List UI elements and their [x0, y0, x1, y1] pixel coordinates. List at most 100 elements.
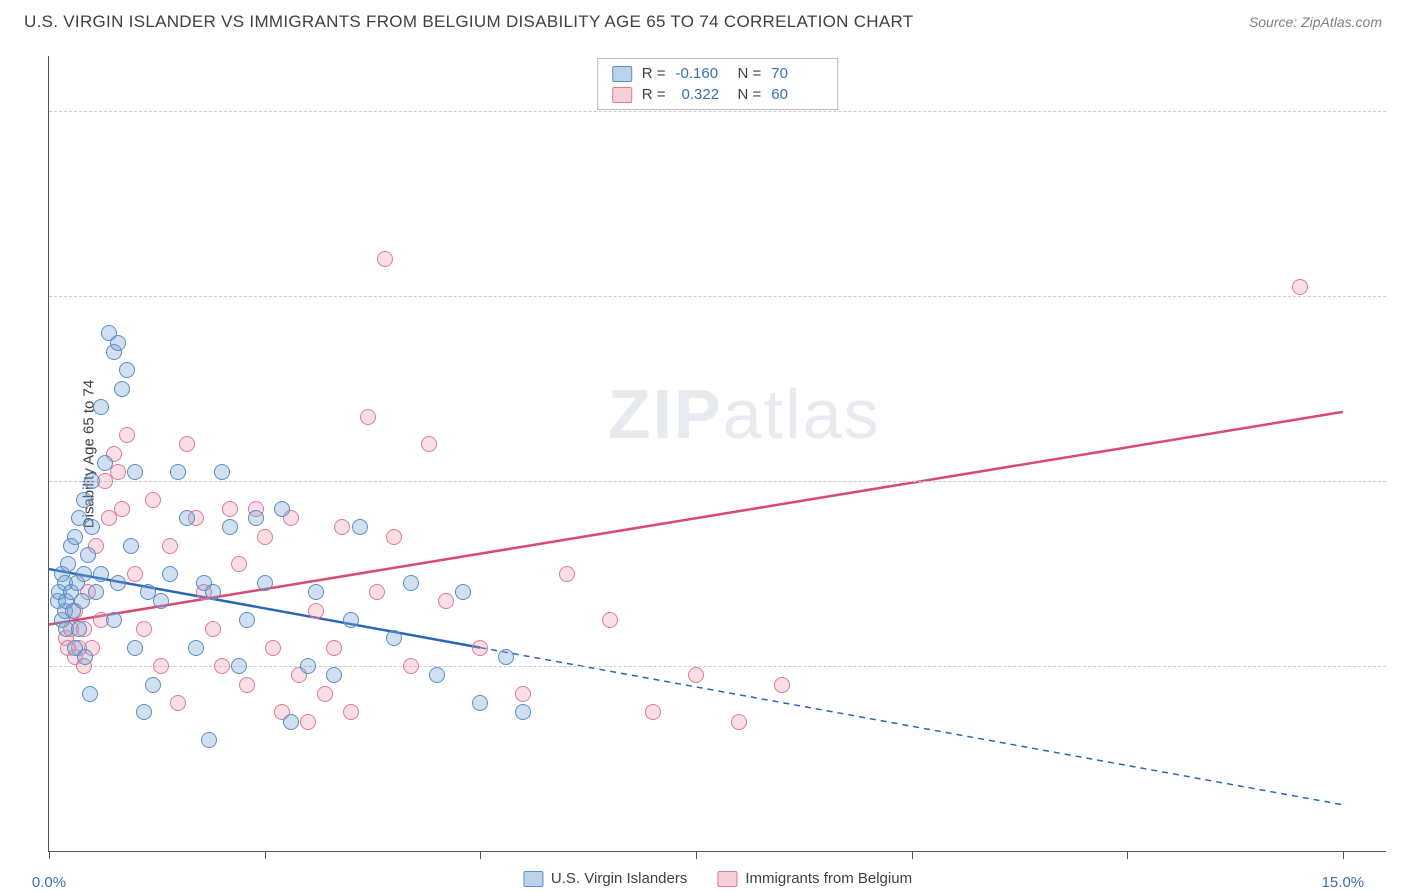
- swatch-pink: [612, 87, 632, 103]
- data-point-pink: [300, 714, 316, 730]
- ytick-label: 60.0%: [1394, 288, 1406, 305]
- data-point-blue: [76, 566, 92, 582]
- data-point-pink: [421, 436, 437, 452]
- data-point-blue: [455, 584, 471, 600]
- xtick-label: 0.0%: [32, 874, 66, 891]
- data-point-pink: [162, 538, 178, 554]
- gridline: [49, 666, 1386, 667]
- data-point-blue: [429, 667, 445, 683]
- data-point-pink: [343, 704, 359, 720]
- data-point-blue: [145, 677, 161, 693]
- data-point-pink: [119, 427, 135, 443]
- data-point-blue: [76, 492, 92, 508]
- legend-series: U.S. Virgin Islanders Immigrants from Be…: [523, 870, 912, 887]
- xtick: [265, 851, 266, 859]
- xtick-label: 15.0%: [1322, 874, 1365, 891]
- data-point-pink: [257, 529, 273, 545]
- data-point-pink: [1292, 279, 1308, 295]
- data-point-pink: [386, 529, 402, 545]
- ytick-label: 20.0%: [1394, 658, 1406, 675]
- data-point-blue: [214, 464, 230, 480]
- data-point-pink: [308, 603, 324, 619]
- data-point-blue: [257, 575, 273, 591]
- data-point-blue: [515, 704, 531, 720]
- data-point-blue: [93, 399, 109, 415]
- data-point-blue: [248, 510, 264, 526]
- header: U.S. VIRGIN ISLANDER VS IMMIGRANTS FROM …: [0, 0, 1406, 40]
- xtick: [1343, 851, 1344, 859]
- data-point-pink: [231, 556, 247, 572]
- xtick: [49, 851, 50, 859]
- data-point-pink: [334, 519, 350, 535]
- data-point-pink: [602, 612, 618, 628]
- data-point-pink: [438, 593, 454, 609]
- data-point-pink: [127, 566, 143, 582]
- data-point-blue: [88, 584, 104, 600]
- gridline: [49, 296, 1386, 297]
- data-point-pink: [360, 409, 376, 425]
- xtick: [696, 851, 697, 859]
- data-point-pink: [326, 640, 342, 656]
- data-point-blue: [77, 649, 93, 665]
- data-point-pink: [265, 640, 281, 656]
- data-point-blue: [127, 464, 143, 480]
- data-point-pink: [239, 677, 255, 693]
- data-point-blue: [110, 575, 126, 591]
- data-point-pink: [110, 464, 126, 480]
- legend-item-blue: U.S. Virgin Islanders: [523, 870, 687, 887]
- trend-line: [49, 412, 1343, 625]
- legend-correlation: R = -0.160 N = 70 R = 0.322 N = 60: [597, 58, 839, 110]
- ytick-label: 40.0%: [1394, 473, 1406, 490]
- data-point-blue: [110, 335, 126, 351]
- data-point-blue: [84, 519, 100, 535]
- data-point-pink: [515, 686, 531, 702]
- data-point-blue: [308, 584, 324, 600]
- swatch-blue: [612, 66, 632, 82]
- data-point-pink: [559, 566, 575, 582]
- data-point-pink: [222, 501, 238, 517]
- legend-row-pink: R = 0.322 N = 60: [612, 84, 824, 105]
- data-point-pink: [377, 251, 393, 267]
- data-point-blue: [188, 640, 204, 656]
- ytick-label: 80.0%: [1394, 103, 1406, 120]
- data-point-blue: [127, 640, 143, 656]
- data-point-pink: [214, 658, 230, 674]
- data-point-blue: [498, 649, 514, 665]
- data-point-blue: [343, 612, 359, 628]
- data-point-pink: [403, 658, 419, 674]
- trend-lines: [49, 56, 1386, 851]
- data-point-pink: [170, 695, 186, 711]
- data-point-blue: [67, 529, 83, 545]
- data-point-pink: [472, 640, 488, 656]
- data-point-blue: [201, 732, 217, 748]
- data-point-blue: [283, 714, 299, 730]
- data-point-blue: [179, 510, 195, 526]
- data-point-pink: [153, 658, 169, 674]
- data-point-blue: [60, 556, 76, 572]
- trend-line: [480, 648, 1343, 805]
- gridline: [49, 111, 1386, 112]
- data-point-blue: [82, 686, 98, 702]
- chart-title: U.S. VIRGIN ISLANDER VS IMMIGRANTS FROM …: [24, 12, 913, 32]
- data-point-blue: [472, 695, 488, 711]
- data-point-pink: [645, 704, 661, 720]
- plot-area: 20.0%40.0%60.0%80.0%0.0%15.0%: [49, 56, 1386, 851]
- data-point-blue: [136, 704, 152, 720]
- data-point-blue: [170, 464, 186, 480]
- data-point-blue: [106, 612, 122, 628]
- data-point-blue: [386, 630, 402, 646]
- source-label: Source: ZipAtlas.com: [1249, 14, 1382, 30]
- data-point-blue: [84, 473, 100, 489]
- swatch-blue: [523, 871, 543, 887]
- data-point-pink: [136, 621, 152, 637]
- data-point-blue: [326, 667, 342, 683]
- legend-item-pink: Immigrants from Belgium: [717, 870, 912, 887]
- gridline: [49, 481, 1386, 482]
- swatch-pink: [717, 871, 737, 887]
- data-point-pink: [317, 686, 333, 702]
- data-point-blue: [403, 575, 419, 591]
- data-point-blue: [93, 566, 109, 582]
- data-point-blue: [222, 519, 238, 535]
- data-point-blue: [231, 658, 247, 674]
- data-point-pink: [179, 436, 195, 452]
